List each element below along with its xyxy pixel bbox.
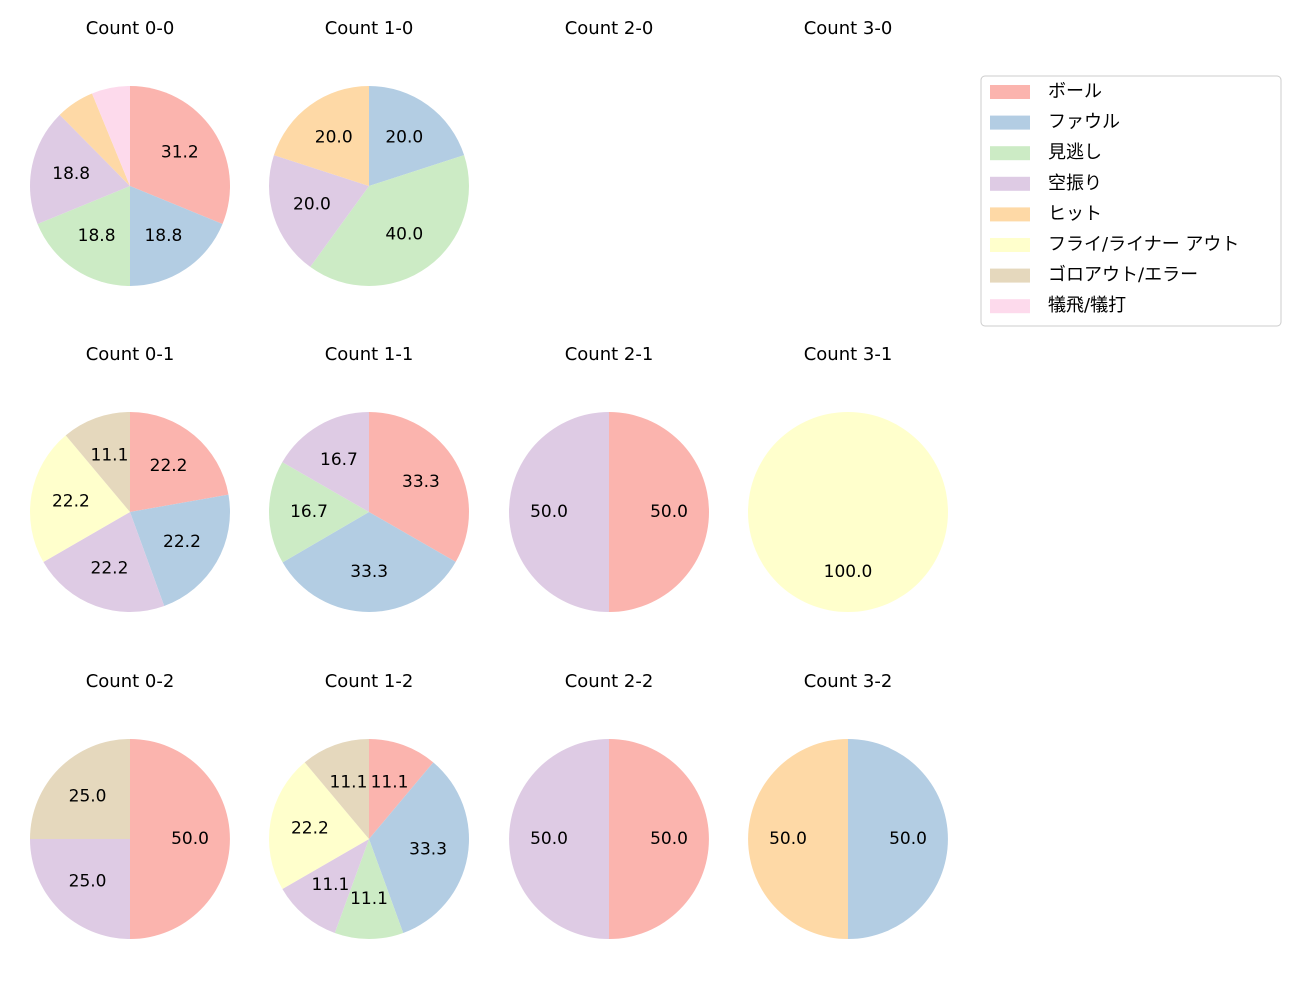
pie-slice xyxy=(334,839,404,939)
slice-label: 100.0 xyxy=(824,562,873,582)
slice-label: 25.0 xyxy=(69,871,107,891)
slice-label: 11.1 xyxy=(91,446,129,466)
pie-slice xyxy=(130,739,230,939)
slice-label: 11.1 xyxy=(350,889,388,909)
legend-swatch xyxy=(990,115,1030,130)
chart-title: Count 1-1 xyxy=(325,344,414,365)
legend-label: 空振り xyxy=(1048,173,1102,194)
slice-label: 22.2 xyxy=(52,492,90,512)
slice-label: 11.1 xyxy=(371,773,409,793)
legend-label: ゴロアウト/エラー xyxy=(1048,265,1198,286)
pie-slice xyxy=(369,739,434,839)
slice-label: 50.0 xyxy=(530,502,568,522)
legend-swatch xyxy=(990,299,1030,314)
pie-slice xyxy=(130,494,230,606)
slice-label: 11.1 xyxy=(330,773,368,793)
pie-slice xyxy=(30,839,130,939)
chart-title: Count 3-1 xyxy=(804,344,893,365)
chart-title: Count 1-2 xyxy=(325,671,414,692)
pie-slice xyxy=(43,512,165,612)
pie-slice xyxy=(65,412,130,512)
chart-title: Count 0-2 xyxy=(86,671,175,692)
legend-swatch xyxy=(990,207,1030,222)
pie-slice xyxy=(273,86,369,186)
pie-slice xyxy=(748,412,948,612)
pie-slice xyxy=(37,186,130,286)
pie-slice xyxy=(609,739,709,939)
chart-title: Count 0-0 xyxy=(86,18,175,39)
pie-slice xyxy=(369,86,465,186)
slice-label: 18.8 xyxy=(144,226,182,246)
slice-label: 20.0 xyxy=(293,195,331,215)
slice-label: 40.0 xyxy=(385,225,423,245)
chart-title: Count 2-1 xyxy=(565,344,654,365)
pie-slice xyxy=(30,739,130,839)
legend-swatch xyxy=(990,85,1030,99)
pie-slice xyxy=(282,412,369,512)
slice-label: 33.3 xyxy=(350,562,388,582)
legend-box xyxy=(980,75,1282,327)
slice-label: 16.7 xyxy=(290,502,328,522)
chart-title: Count 2-2 xyxy=(565,671,654,692)
legend-label: ボール xyxy=(1048,81,1102,102)
slice-label: 22.2 xyxy=(91,558,129,578)
legend-swatch xyxy=(990,146,1030,161)
slice-label: 18.8 xyxy=(52,164,90,184)
slice-label: 20.0 xyxy=(385,127,423,147)
pie-slice xyxy=(130,86,231,224)
legend-swatch xyxy=(990,176,1030,191)
slice-label: 16.7 xyxy=(320,450,358,470)
legend-label: 見逃し xyxy=(1048,142,1102,163)
pie-slice xyxy=(282,839,369,933)
slice-label: 50.0 xyxy=(171,829,209,849)
slice-label: 18.8 xyxy=(78,226,116,246)
pie-slice xyxy=(30,435,130,562)
pie-slice xyxy=(59,93,131,186)
chart-title: Count 0-1 xyxy=(86,344,175,365)
slice-label: 50.0 xyxy=(650,829,688,849)
legend-swatch xyxy=(990,238,1030,252)
pie-slice xyxy=(369,762,469,933)
pie-slice xyxy=(130,186,223,286)
pie-slice xyxy=(269,462,369,563)
legend-label: ファウル xyxy=(1048,112,1120,133)
pie-slice xyxy=(748,739,848,939)
chart-title: Count 3-0 xyxy=(804,18,893,39)
slice-label: 20.0 xyxy=(315,127,353,147)
pie-slice xyxy=(509,412,609,612)
legend-swatch xyxy=(990,268,1030,283)
legend-label: 犠飛/犠打 xyxy=(1048,295,1126,316)
pie-slice xyxy=(369,412,469,562)
pie-slice xyxy=(282,512,456,612)
slice-label: 50.0 xyxy=(530,829,568,849)
slice-label: 50.0 xyxy=(889,829,927,849)
pie-slice xyxy=(268,155,369,267)
slice-label: 50.0 xyxy=(769,829,807,849)
pie-slice xyxy=(848,739,948,939)
slice-label: 11.1 xyxy=(312,875,350,895)
chart-title: Count 3-2 xyxy=(804,671,893,692)
slice-label: 22.2 xyxy=(291,819,329,839)
chart-title: Count 1-0 xyxy=(325,18,414,39)
pie-slice xyxy=(310,155,469,287)
pie-slice xyxy=(304,739,369,839)
pie-slice xyxy=(609,412,709,612)
slice-label: 50.0 xyxy=(650,502,688,522)
slice-label: 33.3 xyxy=(409,839,447,859)
slice-label: 22.2 xyxy=(163,532,201,552)
pie-slice xyxy=(92,86,130,186)
legend-label: ヒット xyxy=(1048,203,1102,224)
chart-title: Count 2-0 xyxy=(565,18,654,39)
pie-slice xyxy=(130,412,229,512)
slice-label: 22.2 xyxy=(150,456,188,476)
slice-label: 31.2 xyxy=(161,143,199,163)
pie-slice xyxy=(269,762,369,889)
slice-label: 33.3 xyxy=(402,472,440,492)
pie-slice xyxy=(30,114,131,224)
legend-label: フライ/ライナー アウト xyxy=(1048,234,1239,255)
slice-label: 25.0 xyxy=(69,787,107,807)
pie-slice xyxy=(509,739,609,939)
